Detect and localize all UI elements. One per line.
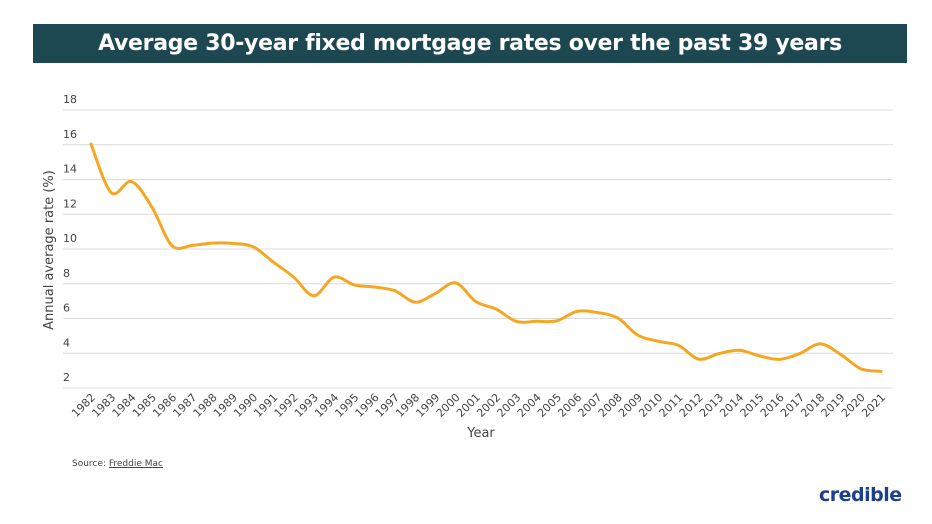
- data-point-2002: [494, 307, 498, 311]
- data-point-2009: [636, 333, 640, 337]
- source-link[interactable]: Freddie Mac: [108, 459, 163, 469]
- x-tick-label: 2021: [859, 391, 888, 420]
- data-point-2016: [778, 357, 782, 361]
- y-tick-label: 8: [63, 267, 70, 280]
- y-tick-label: 16: [63, 128, 77, 141]
- data-point-2011: [677, 344, 680, 347]
- data-point-1998: [413, 300, 417, 304]
- data-point-1983: [109, 191, 113, 195]
- data-point-1995: [352, 283, 356, 287]
- y-tick-label: 12: [63, 197, 77, 210]
- y-tick-label: 14: [63, 163, 77, 176]
- data-point-2000: [454, 281, 458, 285]
- y-tick-label: 18: [63, 93, 77, 106]
- data-point-2021: [879, 369, 883, 373]
- source-label: Source:: [72, 459, 106, 469]
- data-point-1989: [231, 242, 235, 245]
- data-point-2007: [596, 311, 599, 314]
- data-point-1992: [292, 275, 295, 279]
- data-point-1984: [130, 180, 133, 183]
- data-point-2020: [859, 367, 863, 371]
- data-point-2008: [616, 316, 620, 320]
- y-tick-label: 10: [63, 232, 77, 245]
- data-point-2019: [839, 352, 842, 356]
- series-line: [89, 142, 883, 373]
- data-point-2001: [474, 300, 478, 304]
- data-point-1994: [332, 275, 336, 279]
- y-tick-label: 6: [63, 302, 70, 315]
- data-point-2003: [514, 320, 518, 323]
- data-point-1988: [211, 241, 214, 245]
- data-point-2018: [818, 342, 822, 346]
- data-point-2014: [737, 348, 741, 352]
- data-point-1982: [89, 142, 93, 146]
- y-tick-label: 2: [63, 371, 70, 384]
- data-point-2012: [697, 357, 701, 361]
- data-point-1985: [150, 205, 154, 209]
- y-axis-label: Annual average rate (%): [42, 170, 57, 330]
- data-point-1993: [312, 294, 316, 298]
- data-point-2005: [555, 319, 559, 323]
- data-point-1996: [373, 285, 376, 289]
- data-point-1991: [271, 260, 275, 264]
- data-point-2015: [758, 354, 761, 358]
- data-point-2017: [798, 352, 802, 355]
- data-point-1986: [170, 244, 174, 248]
- chart-title: Average 30-year fixed mortgage rates ove…: [33, 24, 907, 63]
- data-point-2004: [535, 319, 539, 323]
- x-axis-label: Year: [466, 426, 495, 441]
- data-point-2010: [656, 339, 660, 343]
- data-point-1999: [433, 292, 437, 295]
- data-point-1987: [190, 243, 194, 247]
- data-point-2006: [575, 309, 579, 313]
- source-note: Source: Freddie Mac: [72, 459, 163, 469]
- y-tick-label: 4: [63, 336, 70, 349]
- data-point-1997: [393, 289, 397, 293]
- credible-logo: credible: [819, 484, 902, 506]
- data-point-2013: [717, 352, 721, 355]
- data-point-1990: [251, 245, 255, 249]
